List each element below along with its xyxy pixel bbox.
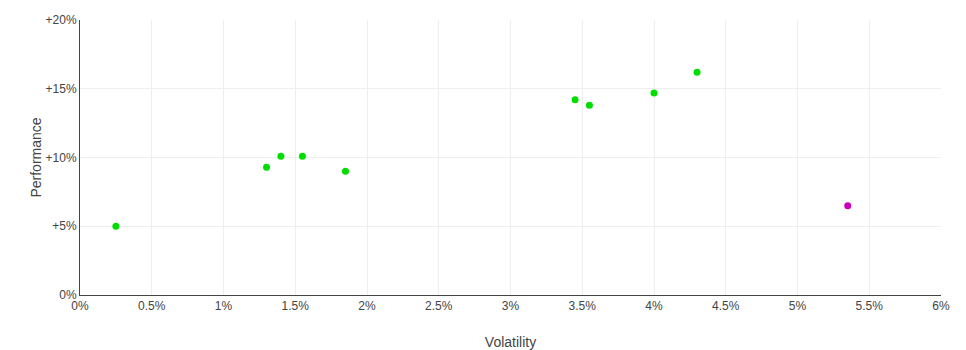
svg-text:5%: 5% [789, 299, 807, 313]
svg-text:2%: 2% [358, 299, 376, 313]
svg-text:4.5%: 4.5% [712, 299, 740, 313]
svg-text:3.5%: 3.5% [569, 299, 597, 313]
svg-text:0%: 0% [71, 299, 89, 313]
svg-text:3%: 3% [502, 299, 520, 313]
svg-text:+20%: +20% [46, 13, 77, 27]
svg-text:+10%: +10% [46, 151, 77, 165]
svg-text:6%: 6% [932, 299, 950, 313]
svg-text:0.5%: 0.5% [138, 299, 166, 313]
svg-text:Performance: Performance [28, 117, 44, 197]
svg-text:5.5%: 5.5% [856, 299, 884, 313]
svg-text:1%: 1% [215, 299, 233, 313]
svg-text:Volatility: Volatility [485, 334, 536, 350]
svg-text:+15%: +15% [46, 82, 77, 96]
svg-text:1.5%: 1.5% [282, 299, 310, 313]
svg-text:4%: 4% [645, 299, 663, 313]
svg-text:2.5%: 2.5% [425, 299, 453, 313]
svg-text:0%: 0% [59, 288, 77, 302]
svg-text:+5%: +5% [52, 219, 77, 233]
